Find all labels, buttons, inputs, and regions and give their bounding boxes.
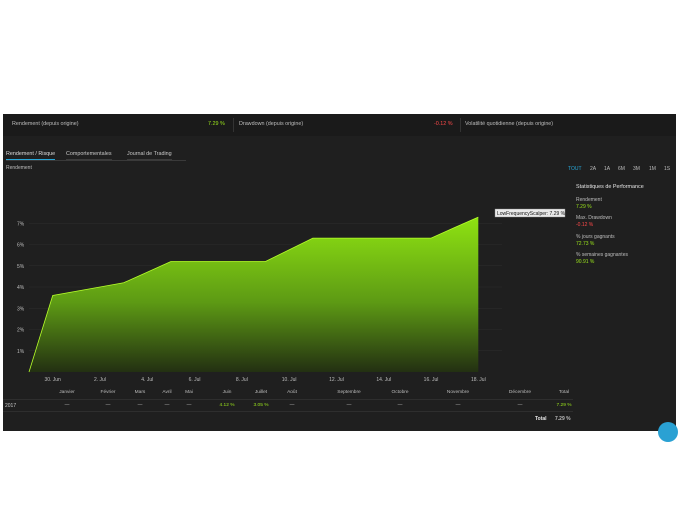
table-header-cell: Février bbox=[100, 390, 116, 395]
table-divider bbox=[3, 411, 573, 412]
range-1s[interactable]: 1S bbox=[664, 166, 671, 172]
stat-drawdown-value: -0.12 % bbox=[576, 222, 594, 228]
y-tick-label: 4% bbox=[17, 285, 25, 291]
range-1a[interactable]: 1A bbox=[604, 166, 611, 172]
table-cell: — bbox=[289, 403, 295, 408]
table-cell: — bbox=[186, 403, 192, 408]
range-3m[interactable]: 3M bbox=[633, 166, 640, 172]
range-tout[interactable]: TOUT bbox=[568, 166, 582, 172]
table-header-cell: Septembre bbox=[337, 390, 361, 395]
table-total-label: Total bbox=[535, 416, 547, 422]
kpi-volatility-label: Volatilité quotidienne (depuis origine) bbox=[465, 121, 554, 127]
table-cell: — bbox=[517, 403, 523, 408]
x-tick-label: 30. Jun bbox=[44, 377, 61, 383]
table-cell: — bbox=[137, 403, 143, 408]
stat-winning-days-label: % jours gagnants bbox=[576, 234, 615, 240]
table-row-year: 2017 bbox=[5, 403, 17, 409]
table-cell: — bbox=[346, 403, 352, 408]
tab-comportementales[interactable]: Comportementales bbox=[66, 151, 112, 160]
returns-line bbox=[28, 216, 479, 373]
y-axis-labels: 1% 2% 3% 4% 5% 6% 7% bbox=[17, 221, 25, 355]
table-cell: 3.05 % bbox=[253, 403, 269, 408]
table-cell: — bbox=[455, 403, 461, 408]
kpi-return-value: 7.29 % bbox=[208, 121, 225, 127]
table-total-value: 7.29 % bbox=[555, 416, 571, 422]
y-tick-label: 2% bbox=[17, 328, 25, 334]
x-tick-label: 12. Jul bbox=[329, 377, 344, 383]
tabs-underline bbox=[6, 160, 186, 161]
table-header-cell: Total bbox=[558, 390, 570, 395]
y-tick-label: 5% bbox=[17, 264, 25, 270]
x-tick-label: 6. Jul bbox=[189, 377, 201, 383]
table-cell: — bbox=[105, 403, 111, 408]
tooltip-box bbox=[494, 208, 566, 218]
table-divider bbox=[3, 399, 573, 400]
table-cell: 4.12 % bbox=[219, 403, 235, 408]
stat-return-label: Rendement bbox=[576, 197, 602, 203]
y-tick-label: 1% bbox=[17, 349, 25, 355]
table-cell: — bbox=[164, 403, 170, 408]
x-tick-label: 8. Jul bbox=[236, 377, 248, 383]
table-header-cell: Mai bbox=[185, 390, 193, 395]
returns-chart: 1% 2% 3% 4% 5% 6% 7% 30. Jun 2. Jul 4. Jul 6. Jul… bbox=[17, 208, 566, 383]
table-header-cell: Octobre bbox=[391, 390, 409, 395]
kpi-divider bbox=[460, 118, 461, 132]
table-cell: — bbox=[397, 403, 403, 408]
stat-winning-days-value: 72.73 % bbox=[576, 241, 595, 247]
table-header-cell: Août bbox=[287, 390, 297, 395]
table-header-cell: Janvier bbox=[59, 390, 75, 395]
x-tick-label: 14. Jul bbox=[376, 377, 391, 383]
chart-section-label: Rendement bbox=[6, 165, 32, 171]
table-header-cell: Avril bbox=[162, 390, 172, 395]
x-tick-label: 10. Jul bbox=[282, 377, 297, 383]
stat-return-value: 7.29 % bbox=[576, 204, 592, 210]
tab-journal-de-trading[interactable]: Journal de Trading bbox=[127, 151, 172, 160]
y-tick-label: 7% bbox=[17, 221, 25, 227]
kpi-drawdown-value: -0.12 % bbox=[434, 121, 453, 127]
range-2a[interactable]: 2A bbox=[590, 166, 597, 172]
stat-winning-weeks-value: 90.91 % bbox=[576, 259, 595, 265]
table-cell: — bbox=[64, 403, 70, 408]
table-header-cell: Juillet bbox=[254, 390, 268, 395]
x-axis-labels: 30. Jun 2. Jul 4. Jul 6. Jul 8. Jul 10. Jul 12… bbox=[44, 377, 485, 383]
tab-rendement-risque[interactable]: Rendement / Risque bbox=[6, 151, 56, 160]
table-header-cell: Juin bbox=[222, 390, 232, 395]
returns-area bbox=[29, 217, 479, 372]
x-tick-label: 4. Jul bbox=[141, 377, 153, 383]
tooltip-text: LowFrequencyScalper: 7.29 % bbox=[497, 211, 566, 217]
kpi-bar: Rendement (depuis origine) 7.29 % Drawdo… bbox=[3, 114, 676, 136]
kpi-return-label: Rendement (depuis origine) bbox=[12, 121, 79, 127]
stat-winning-weeks-label: % semaines gagnantes bbox=[576, 252, 628, 258]
kpi-divider bbox=[233, 118, 234, 132]
range-6m[interactable]: 6M bbox=[618, 166, 625, 172]
stats-title: Statistiques de Performance bbox=[576, 184, 644, 190]
stat-drawdown-label: Max. Drawdown bbox=[576, 215, 612, 221]
x-tick-label: 2. Jul bbox=[94, 377, 106, 383]
table-header-cell: Décembre bbox=[508, 390, 532, 395]
table-cell: 7.29 % bbox=[556, 403, 572, 408]
performance-panel: Rendement (depuis origine) 7.29 % Drawdo… bbox=[3, 114, 676, 431]
chart-tooltip: LowFrequencyScalper: 7.29 % bbox=[494, 208, 566, 218]
kpi-drawdown-label: Drawdown (depuis origine) bbox=[239, 121, 304, 127]
y-tick-label: 6% bbox=[17, 243, 25, 249]
y-tick-label: 3% bbox=[17, 306, 25, 312]
x-tick-label: 16. Jul bbox=[424, 377, 439, 383]
table-header-cell: Novembre bbox=[446, 390, 470, 395]
x-tick-label: 18. Jul bbox=[471, 377, 486, 383]
table-header-cell: Mars bbox=[134, 390, 146, 395]
chat-widget-button[interactable] bbox=[658, 422, 678, 442]
range-1m[interactable]: 1M bbox=[649, 166, 656, 172]
